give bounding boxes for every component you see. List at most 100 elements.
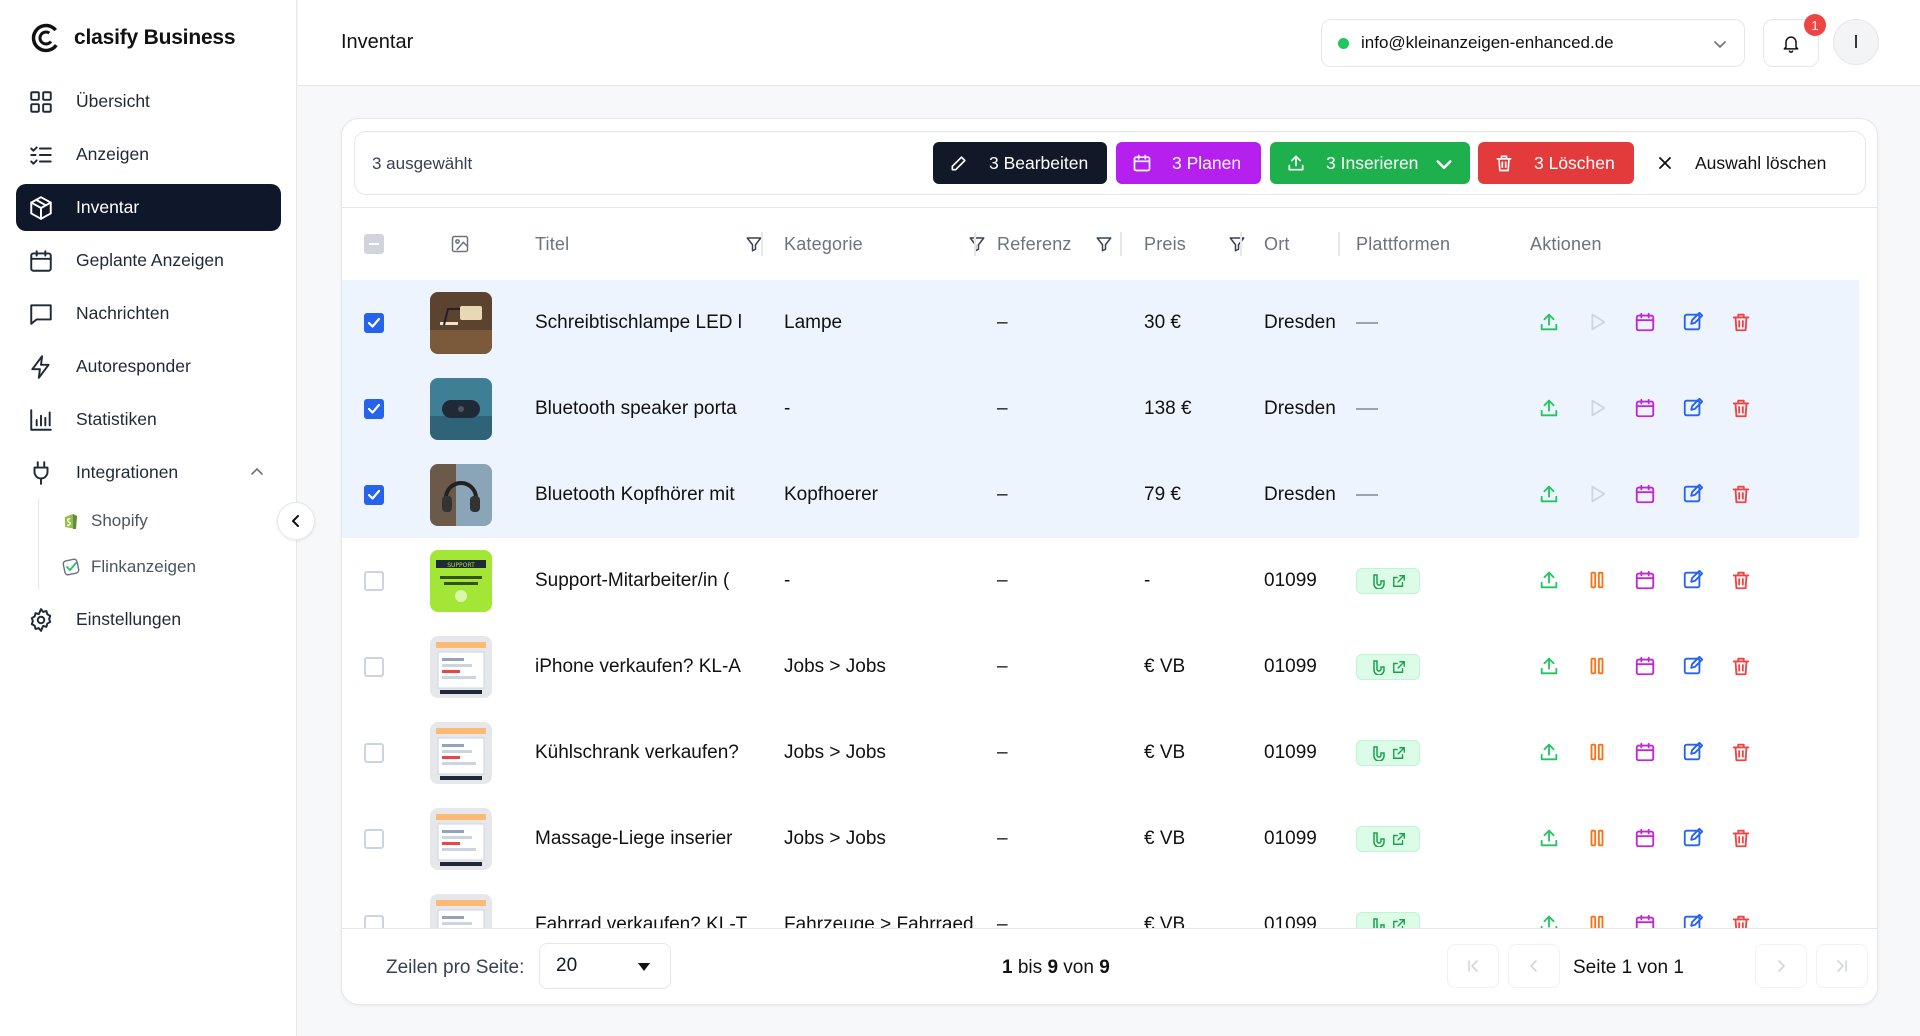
- product-thumbnail[interactable]: [430, 464, 492, 526]
- sidebar-item-nachrichten[interactable]: Nachrichten: [16, 290, 281, 337]
- next-page-button[interactable]: [1755, 944, 1807, 988]
- edit-action-button[interactable]: [1682, 397, 1706, 421]
- platform-chip-kleinanzeigen[interactable]: [1356, 654, 1420, 680]
- sidebar-item-geplante-anzeigen[interactable]: Geplante Anzeigen: [16, 237, 281, 284]
- row-checkbox[interactable]: [364, 571, 384, 591]
- chevron-down-icon[interactable]: [1434, 154, 1454, 174]
- row-checkbox[interactable]: [364, 313, 384, 333]
- brand[interactable]: clasify Business: [30, 22, 236, 54]
- last-page-button[interactable]: [1816, 944, 1868, 988]
- product-thumbnail[interactable]: [430, 722, 492, 784]
- column-header-title[interactable]: Titel: [535, 208, 771, 280]
- platform-chip-kleinanzeigen[interactable]: [1356, 740, 1420, 766]
- publish-action-button[interactable]: [1538, 311, 1562, 335]
- filter-icon[interactable]: [968, 235, 986, 253]
- sidebar-item-autoresponder[interactable]: Autoresponder: [16, 343, 281, 390]
- publish-action-button[interactable]: [1538, 913, 1562, 928]
- delete-action-button[interactable]: [1730, 827, 1754, 851]
- schedule-action-button[interactable]: [1634, 397, 1658, 421]
- sidebar-item-uebersicht[interactable]: Übersicht: [16, 78, 281, 125]
- schedule-action-button[interactable]: [1634, 827, 1658, 851]
- title-cell[interactable]: Fahrrad verkaufen? KL-T: [535, 914, 748, 928]
- edit-action-button[interactable]: [1682, 569, 1706, 593]
- delete-action-button[interactable]: [1730, 397, 1754, 421]
- delete-action-button[interactable]: [1730, 311, 1754, 335]
- title-cell[interactable]: Bluetooth speaker porta: [535, 398, 737, 419]
- publish-action-button[interactable]: [1538, 397, 1562, 421]
- delete-action-button[interactable]: [1730, 483, 1754, 507]
- sidebar-item-inventar[interactable]: Inventar: [16, 184, 281, 231]
- product-thumbnail[interactable]: [430, 636, 492, 698]
- publish-action-button[interactable]: [1538, 827, 1562, 851]
- edit-action-button[interactable]: [1682, 827, 1706, 851]
- schedule-action-button[interactable]: [1634, 913, 1658, 928]
- row-checkbox[interactable]: [364, 915, 384, 928]
- product-thumbnail[interactable]: [430, 378, 492, 440]
- play-action-button[interactable]: [1586, 483, 1610, 507]
- table-row[interactable]: iPhone verkaufen? KL-A Jobs > Jobs – € VB 01…: [342, 624, 1859, 710]
- schedule-action-button[interactable]: [1634, 655, 1658, 679]
- table-row[interactable]: Massage-Liege inserier Jobs > Jobs – € VB 01…: [342, 796, 1859, 882]
- schedule-action-button[interactable]: [1634, 569, 1658, 593]
- publish-action-button[interactable]: [1538, 741, 1562, 765]
- table-row[interactable]: Kühlschrank verkaufen? Jobs > Jobs – € VB 01…: [342, 710, 1859, 796]
- column-header-category[interactable]: Kategorie: [784, 208, 994, 280]
- edit-action-button[interactable]: [1682, 483, 1706, 507]
- product-thumbnail[interactable]: [430, 894, 492, 928]
- product-thumbnail[interactable]: [430, 292, 492, 354]
- prev-page-button[interactable]: [1508, 944, 1560, 988]
- platform-chip-kleinanzeigen[interactable]: [1356, 568, 1420, 594]
- pause-action-button[interactable]: [1586, 741, 1610, 765]
- publish-action-button[interactable]: [1538, 655, 1562, 679]
- table-row[interactable]: Schreibtischlampe LED l Lampe – 30 € Dresden: [342, 280, 1859, 366]
- column-header-price[interactable]: Preis: [1144, 208, 1254, 280]
- first-page-button[interactable]: [1447, 944, 1499, 988]
- row-checkbox[interactable]: [364, 829, 384, 849]
- pause-action-button[interactable]: [1586, 655, 1610, 679]
- bulk-plan-button[interactable]: 3 Planen: [1116, 142, 1261, 184]
- account-select[interactable]: info@kleinanzeigen-enhanced.de: [1321, 19, 1745, 67]
- edit-action-button[interactable]: [1682, 311, 1706, 335]
- edit-action-button[interactable]: [1682, 741, 1706, 765]
- product-thumbnail[interactable]: SUPPORT: [430, 550, 492, 612]
- edit-action-button[interactable]: [1682, 913, 1706, 928]
- title-cell[interactable]: Schreibtischlampe LED l: [535, 312, 742, 333]
- pause-action-button[interactable]: [1586, 827, 1610, 851]
- rows-per-page-select[interactable]: 20: [539, 943, 671, 989]
- play-action-button[interactable]: [1586, 311, 1610, 335]
- row-checkbox[interactable]: [364, 743, 384, 763]
- notifications-button[interactable]: 1: [1763, 14, 1826, 67]
- filter-icon[interactable]: [1095, 235, 1113, 253]
- sidebar-item-anzeigen[interactable]: Anzeigen: [16, 131, 281, 178]
- sidebar-item-statistiken[interactable]: Statistiken: [16, 396, 281, 443]
- table-row[interactable]: Bluetooth speaker porta - – 138 € Dresden: [342, 366, 1859, 452]
- pause-action-button[interactable]: [1586, 569, 1610, 593]
- clear-selection-button[interactable]: Auswahl löschen: [1643, 142, 1826, 184]
- delete-action-button[interactable]: [1730, 741, 1754, 765]
- delete-action-button[interactable]: [1730, 655, 1754, 679]
- sidebar-subitem-flinkanzeigen[interactable]: Flinkanzeigen: [61, 544, 281, 590]
- schedule-action-button[interactable]: [1634, 741, 1658, 765]
- filter-icon[interactable]: [745, 235, 763, 253]
- publish-action-button[interactable]: [1538, 483, 1562, 507]
- platform-chip-kleinanzeigen[interactable]: [1356, 826, 1420, 852]
- row-checkbox[interactable]: [364, 399, 384, 419]
- avatar[interactable]: I: [1833, 19, 1879, 65]
- bulk-insert-button[interactable]: 3 Inserieren: [1270, 142, 1470, 184]
- bulk-edit-button[interactable]: 3 Bearbeiten: [933, 142, 1107, 184]
- pause-action-button[interactable]: [1586, 913, 1610, 928]
- title-cell[interactable]: Bluetooth Kopfhörer mit: [535, 484, 735, 505]
- delete-action-button[interactable]: [1730, 913, 1754, 928]
- filter-icon[interactable]: [1228, 235, 1246, 253]
- title-cell[interactable]: Kühlschrank verkaufen?: [535, 742, 739, 763]
- sidebar-collapse-button[interactable]: [277, 502, 315, 540]
- select-all-checkbox[interactable]: [364, 234, 384, 254]
- sidebar-item-einstellungen[interactable]: Einstellungen: [16, 596, 281, 643]
- sidebar-subitem-shopify[interactable]: Shopify: [61, 498, 281, 544]
- table-row[interactable]: Bluetooth Kopfhörer mit Kopfhoerer – 79 € Dr…: [342, 452, 1859, 538]
- play-action-button[interactable]: [1586, 397, 1610, 421]
- edit-action-button[interactable]: [1682, 655, 1706, 679]
- schedule-action-button[interactable]: [1634, 311, 1658, 335]
- schedule-action-button[interactable]: [1634, 483, 1658, 507]
- title-cell[interactable]: Support-Mitarbeiter/in (: [535, 570, 730, 591]
